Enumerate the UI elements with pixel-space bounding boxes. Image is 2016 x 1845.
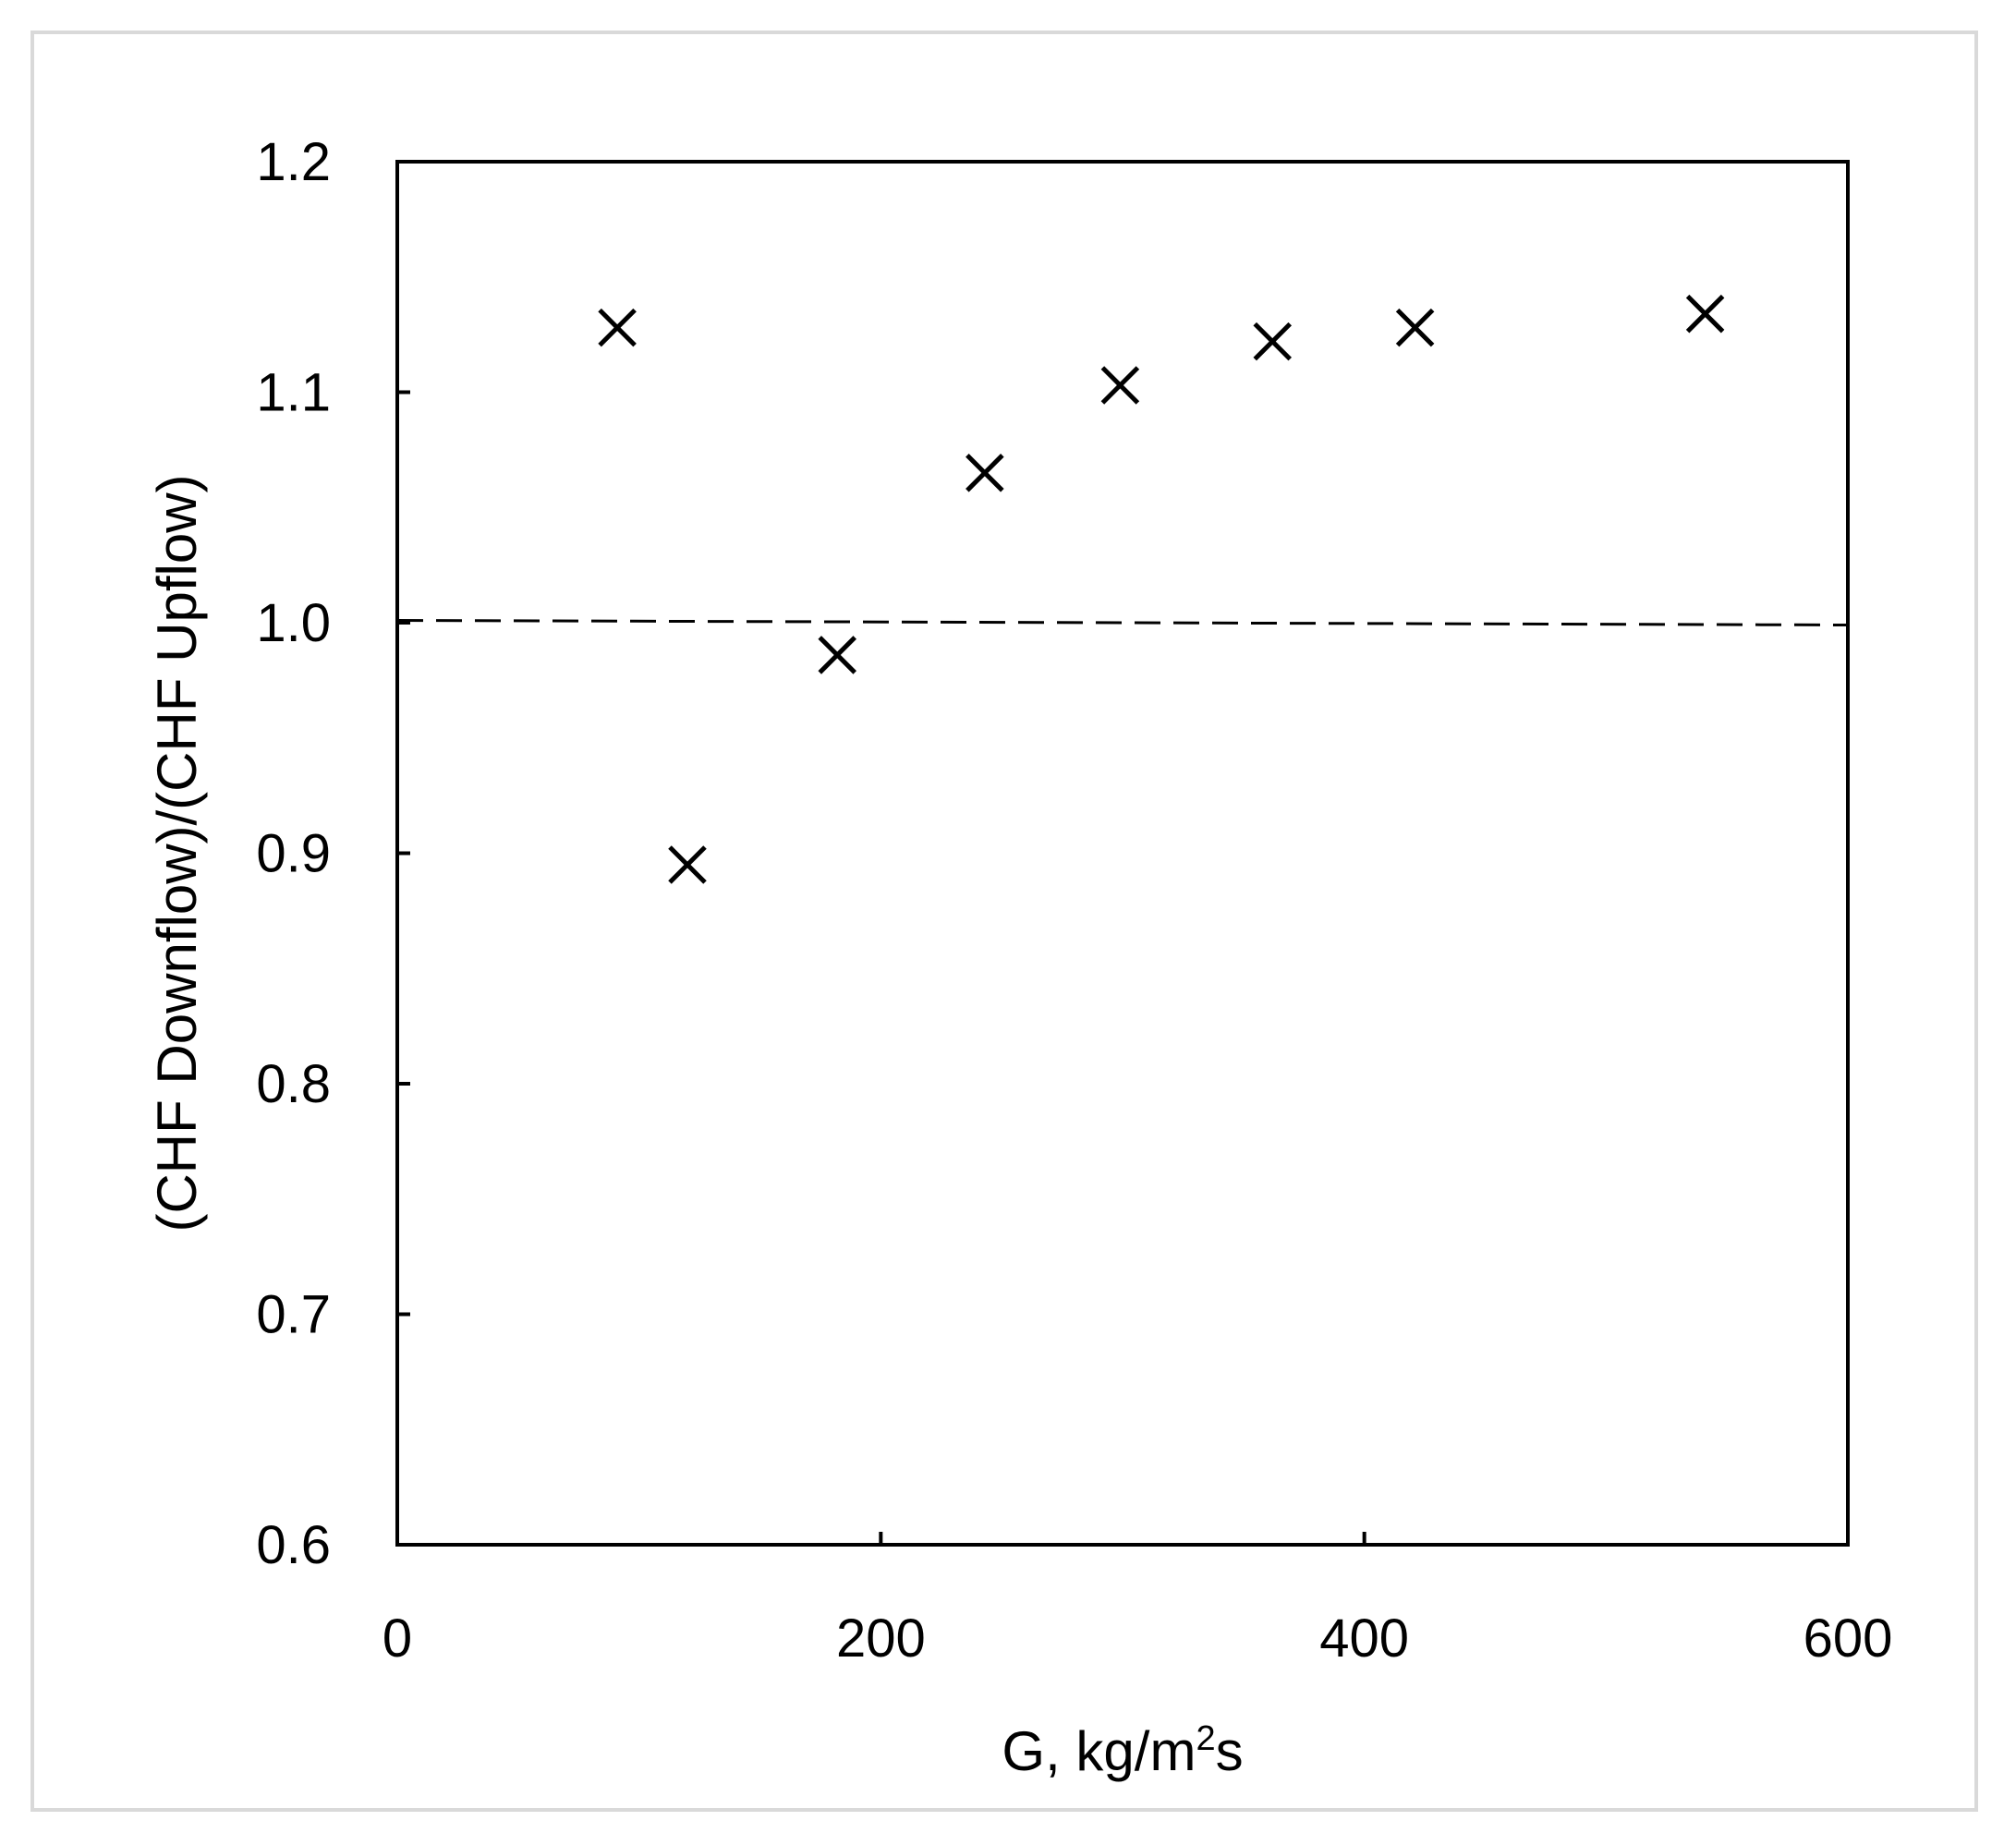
- data-point-marker: [1685, 294, 1725, 334]
- data-point-marker: [1253, 322, 1293, 361]
- data-markers: [598, 294, 1725, 884]
- y-tick-label: 1.1: [256, 363, 331, 423]
- x-axis-ticks: 0 200 400 600: [383, 1532, 1893, 1669]
- data-point-marker: [1100, 366, 1140, 405]
- y-tick-label: 0.8: [256, 1054, 331, 1114]
- x-tick-label: 400: [1319, 1608, 1409, 1669]
- x-tick-label: 0: [383, 1608, 412, 1669]
- y-tick-label: 1.0: [256, 593, 331, 653]
- x-tick-label: 600: [1803, 1608, 1893, 1669]
- y-tick-label: 1.2: [256, 132, 331, 192]
- data-point-marker: [598, 308, 637, 347]
- plot-border: [395, 160, 1850, 1547]
- data-point-marker: [965, 454, 1004, 492]
- plot-area: [395, 160, 1850, 1547]
- x-axis-title: G, kg/m2s: [1002, 1719, 1243, 1782]
- y-tick-label: 0.6: [256, 1515, 331, 1575]
- data-point-marker: [818, 636, 857, 674]
- y-axis-ticks: 0.6 0.7 0.8 0.9 1.0 1.1 1.2: [256, 132, 410, 1575]
- data-point-marker: [1395, 308, 1435, 347]
- y-axis-title: (CHF Downflow)/(CHF Upflow): [146, 474, 208, 1232]
- data-point-marker: [668, 845, 707, 884]
- y-tick-label: 0.9: [256, 824, 331, 884]
- figure-frame: [30, 30, 1978, 1812]
- reference-line-dashed: [396, 619, 1849, 626]
- y-tick-label: 0.7: [256, 1285, 331, 1345]
- x-tick-label: 200: [836, 1608, 926, 1669]
